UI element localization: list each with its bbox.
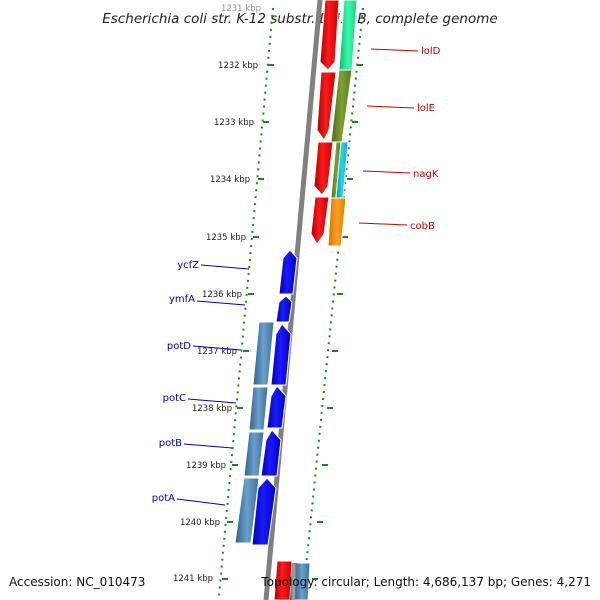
map-title: Escherichia coli str. K-12 substr. DH10B… bbox=[102, 11, 497, 27]
label-leader-line bbox=[370, 48, 419, 52]
tick-label: 1239 kbp bbox=[186, 461, 226, 471]
gene-label-ycfz[interactable]: ycfZ bbox=[177, 260, 199, 271]
potc-cog-band bbox=[248, 386, 269, 431]
label-leader-line bbox=[200, 264, 250, 270]
gene-label-lole[interactable]: lolE bbox=[417, 103, 435, 114]
potb-gene-arrow[interactable] bbox=[260, 429, 282, 477]
cobb-gene-arrow[interactable] bbox=[310, 196, 330, 245]
tick-marks bbox=[222, 64, 363, 580]
tick-labels: 1231 kbp 1232 kbp 1233 kbp 1234 kbp 1235… bbox=[173, 4, 261, 584]
tick-label: 1240 kbp bbox=[180, 518, 220, 528]
potd-cog-band bbox=[252, 321, 275, 386]
ycfz-gene-arrow[interactable] bbox=[278, 249, 298, 295]
label-leader-line bbox=[187, 398, 237, 404]
reverse-strand-genes bbox=[251, 249, 298, 546]
label-leader-line bbox=[192, 345, 242, 351]
ymfa-gene-arrow[interactable] bbox=[275, 295, 293, 323]
potc-gene-arrow[interactable] bbox=[266, 385, 287, 429]
pota-gene-arrow[interactable] bbox=[251, 477, 277, 546]
gene-label-pota[interactable]: potA bbox=[152, 493, 175, 504]
cobb-cog-band bbox=[327, 197, 347, 247]
gene-label-lold[interactable]: lolD bbox=[421, 46, 441, 57]
label-leader-line bbox=[358, 222, 408, 226]
left-gene-labels: ycfZ ymfA potD potC potB potA bbox=[152, 260, 250, 506]
cog-track-left bbox=[234, 321, 275, 544]
label-leader-line bbox=[196, 300, 246, 306]
tick-label: 1241 kbp bbox=[173, 574, 213, 584]
tick-label: 1236 kbp bbox=[202, 290, 242, 300]
cog-track-right bbox=[327, 0, 358, 247]
next-gene-arrow[interactable] bbox=[273, 560, 293, 600]
gene-label-ymfa[interactable]: ymfA bbox=[169, 294, 195, 305]
right-tick-dotted-line bbox=[302, 7, 364, 597]
bottom-gray-band bbox=[290, 563, 297, 600]
nagk-gene-arrow[interactable] bbox=[313, 141, 334, 196]
label-leader-line bbox=[183, 443, 233, 449]
gene-label-nagk[interactable]: nagK bbox=[413, 169, 439, 180]
genome-backbone bbox=[263, 0, 323, 600]
forward-strand-genes bbox=[273, 0, 340, 600]
tick-label: 1231 kbp bbox=[221, 4, 261, 14]
label-leader-line bbox=[362, 170, 411, 174]
gene-label-potc[interactable]: potC bbox=[163, 393, 186, 404]
tick-label: 1238 kbp bbox=[192, 404, 232, 414]
lole-gene-arrow[interactable] bbox=[316, 71, 337, 141]
right-gene-labels: lolD lolE nagK cobB bbox=[358, 46, 441, 232]
tick-label: 1234 kbp bbox=[210, 175, 250, 185]
tick-label: 1235 kbp bbox=[206, 233, 246, 243]
label-leader-line bbox=[176, 498, 226, 506]
potb-cog-band bbox=[243, 431, 265, 477]
gene-label-cobb[interactable]: cobB bbox=[410, 221, 435, 232]
gene-label-potd[interactable]: potD bbox=[167, 341, 191, 352]
label-leader-line bbox=[366, 105, 415, 109]
topology-text: Topology: circular; Length: 4,686,137 bp… bbox=[260, 575, 591, 589]
potd-gene-arrow[interactable] bbox=[270, 323, 292, 386]
tick-label: 1233 kbp bbox=[214, 118, 254, 128]
gene-label-potb[interactable]: potB bbox=[159, 438, 182, 449]
pota-cog-band bbox=[234, 477, 260, 544]
tick-label: 1232 kbp bbox=[218, 61, 258, 71]
accession-text: Accession: NC_010473 bbox=[9, 575, 145, 589]
lold-gene-arrow[interactable] bbox=[319, 0, 340, 71]
tick-label: 1237 kbp bbox=[197, 347, 237, 357]
left-tick-dotted-line bbox=[218, 7, 274, 597]
